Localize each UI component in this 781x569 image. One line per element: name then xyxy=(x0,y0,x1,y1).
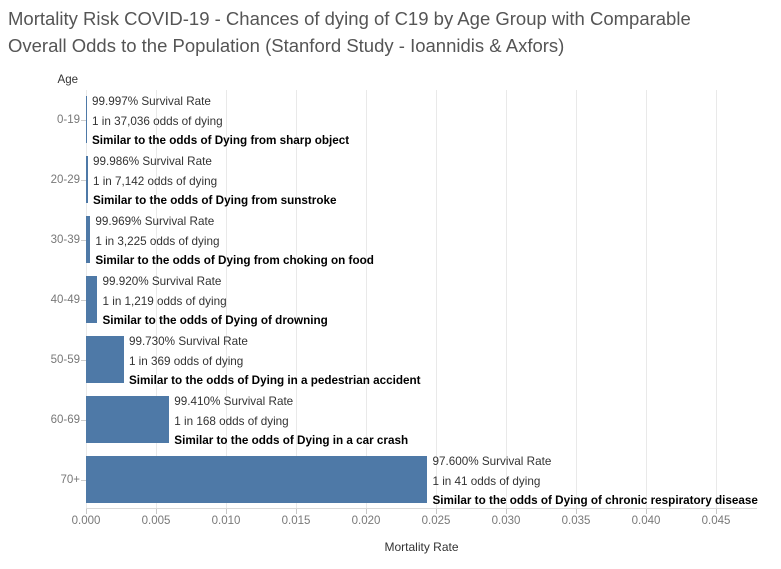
mortality-bar[interactable] xyxy=(86,156,88,203)
x-tick-label: 0.015 xyxy=(281,515,311,527)
survival-rate-label: 99.997% Survival Rate xyxy=(92,95,211,108)
survival-rate-label: 99.410% Survival Rate xyxy=(174,395,294,408)
x-axis-line xyxy=(86,508,757,509)
page-title: Mortality Risk COVID-19 - Chances of dyi… xyxy=(8,8,691,56)
x-tick-label: 0.000 xyxy=(71,515,101,527)
y-axis-tick xyxy=(81,120,86,121)
bar-row: 70+ 97.600% Survival Rate 1 in 41 odds o… xyxy=(60,450,757,511)
x-axis-tick xyxy=(506,509,507,514)
y-axis-title: Age xyxy=(57,74,78,86)
age-tick-label: 70+ xyxy=(60,474,80,486)
odds-label: 1 in 369 odds of dying xyxy=(128,354,244,368)
gridline xyxy=(296,90,297,510)
bar-annotation: 99.969% Survival Rate 1 in 3,225 odds of… xyxy=(95,212,374,271)
x-axis-tick xyxy=(436,509,437,514)
bar-row: 40-49 99.920% Survival Rate 1 in 1,219 o… xyxy=(51,270,757,331)
bar-annotation: 99.986% Survival Rate 1 in 7,142 odds of… xyxy=(93,152,337,211)
bar-annotation: 99.920% Survival Rate 1 in 1,219 odds of… xyxy=(102,272,327,331)
bar-rows: 0-19 99.997% Survival Rate 1 in 37,036 o… xyxy=(51,90,758,511)
x-axis-tick xyxy=(716,509,717,514)
y-axis-tick xyxy=(81,480,86,481)
gridline xyxy=(436,90,437,510)
bar-row: 50-59 99.730% Survival Rate 1 in 369 odd… xyxy=(51,330,757,391)
x-axis-tick xyxy=(646,509,647,514)
age-tick-label: 40-49 xyxy=(50,294,80,306)
survival-rate-label: 99.730% Survival Rate xyxy=(128,335,248,348)
survival-rate-label: 99.920% Survival Rate xyxy=(102,275,222,288)
comparison-label: Similar to the odds of Dying from sharp … xyxy=(92,134,350,147)
odds-label: 1 in 1,219 odds of dying xyxy=(102,294,227,308)
survival-rate-label: 97.600% Survival Rate xyxy=(432,455,552,468)
mortality-bar[interactable] xyxy=(86,96,87,143)
y-axis-tick xyxy=(81,420,86,421)
age-tick-label: 60-69 xyxy=(50,414,80,426)
y-axis-tick xyxy=(81,240,86,241)
x-axis-tick xyxy=(226,509,227,514)
x-tick-label: 0.045 xyxy=(701,515,731,527)
mortality-bar[interactable] xyxy=(86,216,91,263)
age-tick-label: 20-29 xyxy=(50,174,80,186)
x-axis-tick xyxy=(86,509,87,514)
gridline xyxy=(226,90,227,510)
x-tick-label: 0.040 xyxy=(631,515,661,527)
y-axis-tick xyxy=(81,360,86,361)
bar-row: 20-29 99.986% Survival Rate 1 in 7,142 o… xyxy=(51,150,757,211)
plot-area: 0-19 99.997% Survival Rate 1 in 37,036 o… xyxy=(51,90,758,511)
comparison-label: Similar to the odds of Dying of chronic … xyxy=(432,494,758,507)
x-tick-label: 0.025 xyxy=(421,515,451,527)
x-tick-label: 0.035 xyxy=(561,515,591,527)
age-tick-label: 30-39 xyxy=(50,234,80,246)
bar-row: 30-39 99.969% Survival Rate 1 in 3,225 o… xyxy=(51,210,757,271)
x-tick-label: 0.005 xyxy=(141,515,171,527)
x-tick-label: 0.010 xyxy=(211,515,241,527)
odds-label: 1 in 3,225 odds of dying xyxy=(95,234,220,248)
x-axis-tick xyxy=(366,509,367,514)
comparison-label: Similar to the odds of Dying in a car cr… xyxy=(174,434,409,447)
survival-rate-label: 99.986% Survival Rate xyxy=(92,155,212,168)
x-tick-label: 0.030 xyxy=(491,515,521,527)
x-axis-tick xyxy=(576,509,577,514)
comparison-label: Similar to the odds of Dying from sunstr… xyxy=(92,194,337,207)
mortality-bar[interactable] xyxy=(86,396,170,443)
gridline xyxy=(156,90,157,510)
x-axis-title: Mortality Rate xyxy=(384,540,459,554)
y-axis-tick xyxy=(81,180,86,181)
gridline xyxy=(716,90,717,510)
bar-row: 0-19 99.997% Survival Rate 1 in 37,036 o… xyxy=(57,90,757,151)
comparison-label: Similar to the odds of Dying of drowning xyxy=(102,314,328,327)
mortality-bar[interactable] xyxy=(86,336,124,383)
age-tick-label: 0-19 xyxy=(56,114,80,126)
gridline xyxy=(646,90,647,510)
bar-annotation: 99.410% Survival Rate 1 in 168 odds of d… xyxy=(174,392,408,451)
mortality-bar[interactable] xyxy=(86,456,428,503)
mortality-bar[interactable] xyxy=(86,276,98,323)
y-axis-tick xyxy=(81,300,86,301)
gridline xyxy=(576,90,577,510)
age-tick-label: 50-59 xyxy=(50,354,80,366)
odds-label: 1 in 7,142 odds of dying xyxy=(92,174,218,188)
odds-label: 1 in 41 odds of dying xyxy=(432,474,541,488)
bar-row: 60-69 99.410% Survival Rate 1 in 168 odd… xyxy=(51,390,757,451)
odds-label: 1 in 37,036 odds of dying xyxy=(92,114,223,128)
x-axis-tick xyxy=(296,509,297,514)
bar-annotation: 97.600% Survival Rate 1 in 41 odds of dy… xyxy=(432,452,757,511)
comparison-label: Similar to the odds of Dying from chokin… xyxy=(95,254,374,267)
survival-rate-label: 99.969% Survival Rate xyxy=(95,215,215,228)
bar-annotation: 99.997% Survival Rate 1 in 37,036 odds o… xyxy=(92,92,349,151)
comparison-label: Similar to the odds of Dying in a pedest… xyxy=(128,374,421,387)
x-axis-tick xyxy=(156,509,157,514)
x-tick-label: 0.020 xyxy=(351,515,381,527)
gridline xyxy=(506,90,507,510)
gridline xyxy=(366,90,367,510)
odds-label: 1 in 168 odds of dying xyxy=(174,414,289,428)
bar-annotation: 99.730% Survival Rate 1 in 369 odds of d… xyxy=(129,332,421,391)
